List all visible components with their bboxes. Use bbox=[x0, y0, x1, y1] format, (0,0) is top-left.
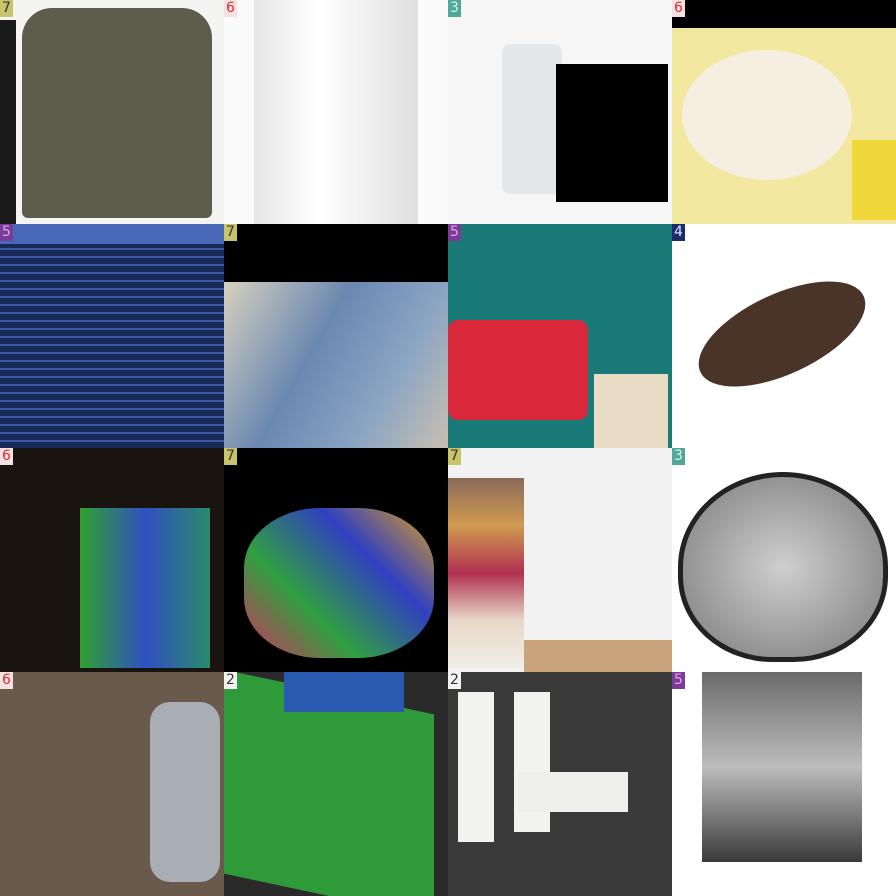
tile-label: 5 bbox=[672, 672, 685, 689]
tile: 5 bbox=[448, 224, 672, 448]
tile: 7 bbox=[448, 448, 672, 672]
tile: 7 bbox=[0, 0, 224, 224]
tile-label: 3 bbox=[672, 448, 685, 465]
tile-label: 2 bbox=[448, 672, 461, 689]
tile: 3 bbox=[448, 0, 672, 224]
tile-label: 7 bbox=[448, 448, 461, 465]
tile-label: 4 bbox=[672, 224, 685, 241]
tile-label: 3 bbox=[448, 0, 461, 17]
tile-label: 6 bbox=[0, 448, 13, 465]
tile-label: 6 bbox=[224, 0, 237, 17]
tile-label: 7 bbox=[224, 224, 237, 241]
tile: 4 bbox=[672, 224, 896, 448]
tile: 7 bbox=[224, 448, 448, 672]
tile: 6 bbox=[0, 672, 224, 896]
tile-label: 5 bbox=[448, 224, 461, 241]
tile-label: 7 bbox=[0, 0, 13, 17]
tile-label: 2 bbox=[224, 672, 237, 689]
tile: 6 bbox=[672, 0, 896, 224]
tile-label: 6 bbox=[0, 672, 13, 689]
tile: 6 bbox=[0, 448, 224, 672]
tile: 5 bbox=[672, 672, 896, 896]
tile-label: 5 bbox=[0, 224, 13, 241]
tile: 5 bbox=[0, 224, 224, 448]
tile-label: 6 bbox=[672, 0, 685, 17]
tile-label: 7 bbox=[224, 448, 237, 465]
tile: 3 bbox=[672, 448, 896, 672]
tile: 6 bbox=[224, 0, 448, 224]
tile: 2 bbox=[224, 672, 448, 896]
tile: 2 bbox=[448, 672, 672, 896]
tile: 7 bbox=[224, 224, 448, 448]
